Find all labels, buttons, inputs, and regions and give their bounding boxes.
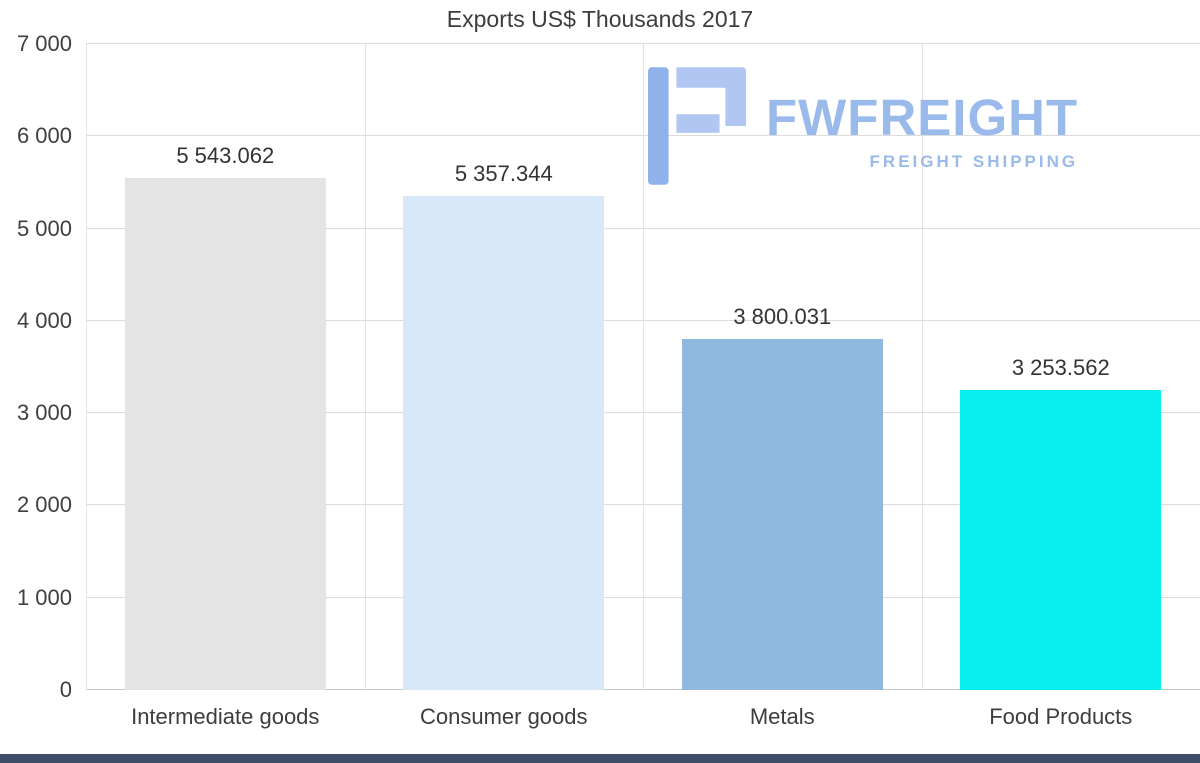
bar-food-products (960, 389, 1161, 690)
bar-consumer-goods (403, 195, 604, 690)
vertical-gridline (364, 44, 366, 690)
y-tick-label: 5 000 (16, 215, 72, 241)
watermark-tagline: FREIGHT SHIPPING (869, 152, 1079, 171)
plot-area: 5 543.062 5 357.344 3 800.031 3 253.562 (86, 43, 1200, 690)
x-category-label: Intermediate goods (131, 704, 320, 729)
gridline (86, 43, 1200, 44)
vertical-gridline (86, 44, 87, 690)
y-tick-label: 0 (59, 677, 72, 702)
y-tick-label: 7 000 (16, 31, 72, 56)
bar-value-label: 5 357.344 (454, 160, 553, 186)
vertical-gridline (921, 44, 923, 690)
y-tick-label: 3 000 (16, 400, 72, 426)
fwfreight-f-logo-icon (648, 67, 746, 185)
y-tick-label: 6 000 (16, 123, 72, 149)
chart-title: Exports US$ Thousands 2017 (446, 6, 754, 32)
watermark-text-block: FWFREIGHT FREIGHT SHIPPING (766, 92, 1078, 172)
y-tick-label: 4 000 (16, 307, 72, 333)
x-axis: Intermediate goods Consumer goods Metals Fo… (86, 696, 1200, 740)
x-category-label: Metals (749, 704, 815, 729)
vertical-gridline (643, 44, 644, 690)
y-tick-label: 2 000 (16, 492, 72, 518)
y-axis: 7 000 6 000 5 000 4 000 3 000 2 000 1 000 0 (0, 31, 78, 702)
footer-bar (0, 754, 1200, 763)
x-category-label: Consumer goods (419, 704, 588, 729)
y-tick-label: 1 000 (16, 584, 72, 610)
bar-value-label: 3 253.562 (1011, 354, 1110, 380)
x-category-label: Food Products (989, 704, 1133, 729)
watermark-logo: FWFREIGHT FREIGHT SHIPPING (648, 66, 1078, 186)
bar-metals (681, 339, 883, 690)
bar-value-label: 5 543.062 (176, 143, 275, 169)
bar-value-label: 3 800.031 (733, 304, 832, 330)
bar-intermediate-goods (124, 178, 326, 690)
watermark-brand: FWFREIGHT (766, 89, 1079, 146)
